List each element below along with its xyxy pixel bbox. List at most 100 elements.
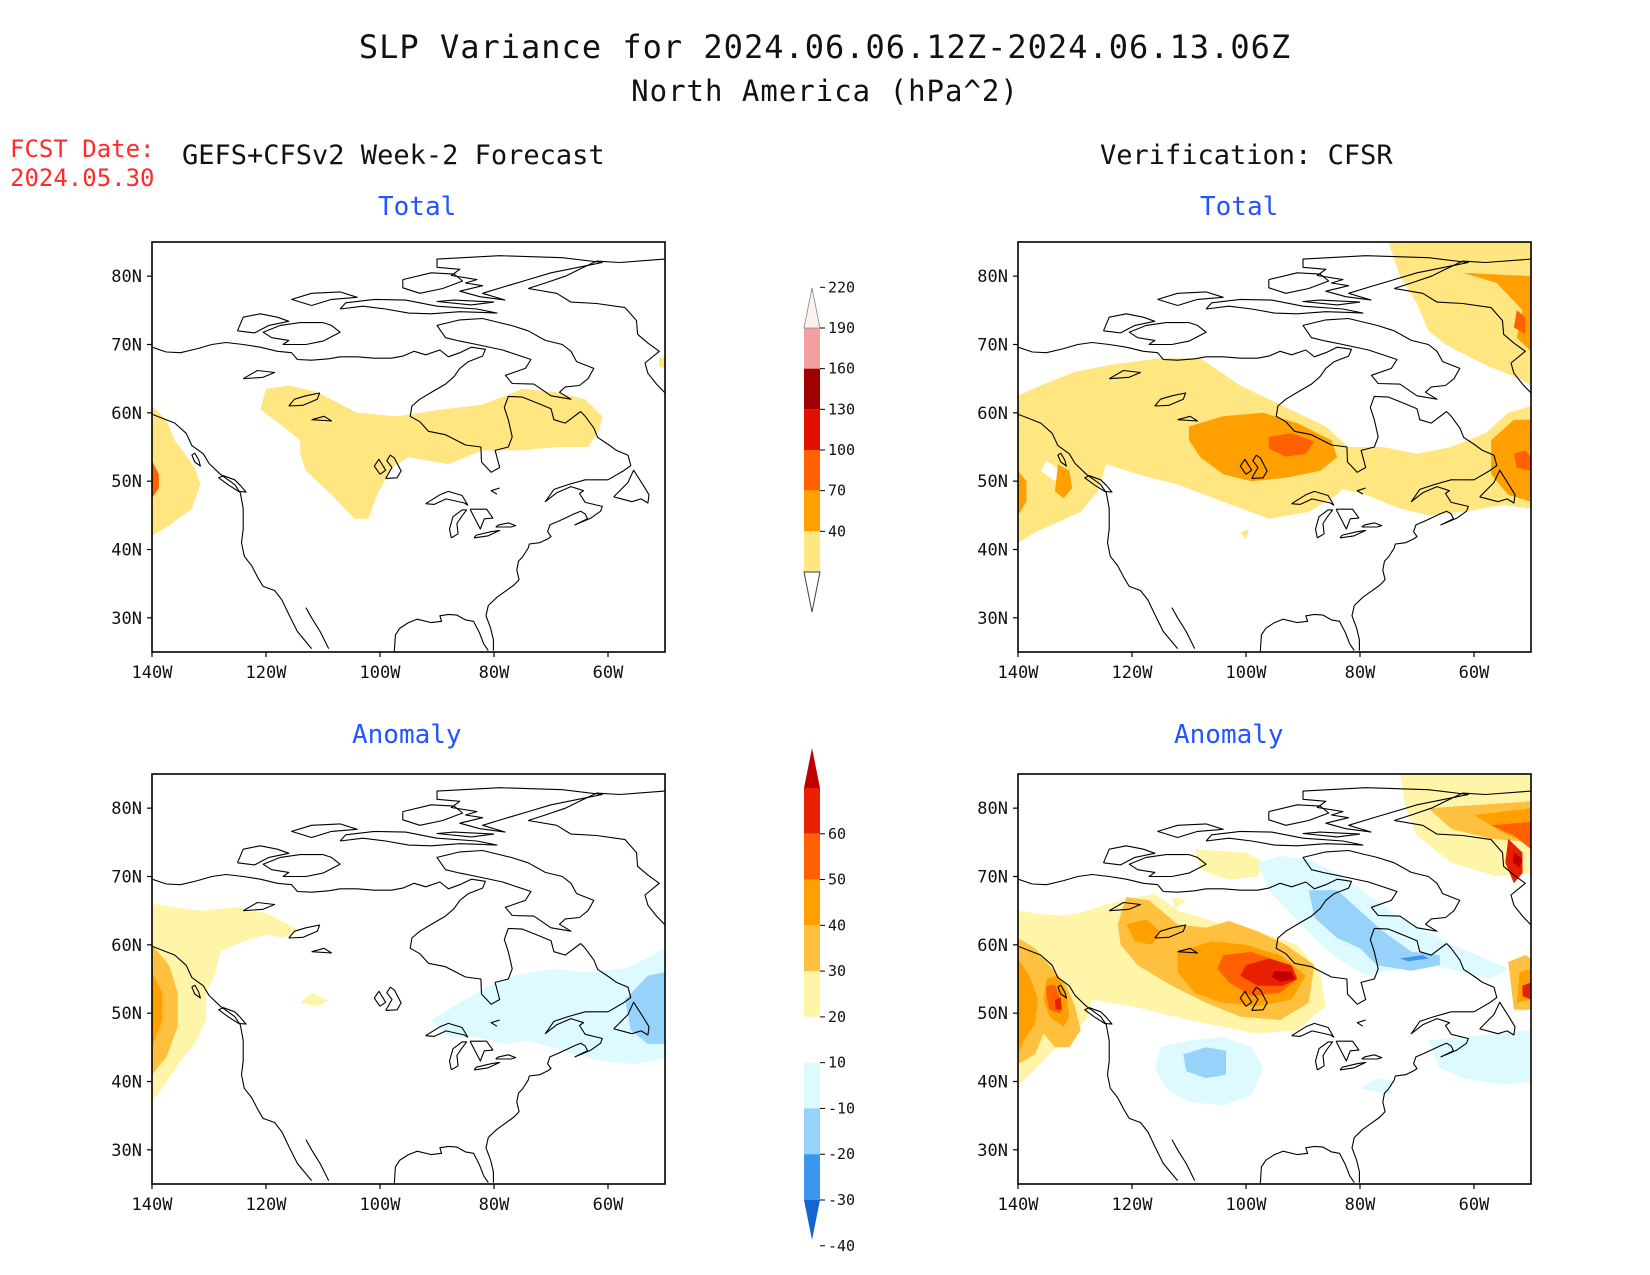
lon-label-verification-total-2: 100W (1226, 663, 1268, 683)
colorbar-anomaly-box-0 (804, 788, 820, 834)
coastline-forecast-anomaly-7 (236, 845, 290, 866)
coastline-verification-anomaly-1 (1171, 1139, 1196, 1181)
lon-label-forecast-anomaly-3: 80W (479, 1195, 510, 1215)
colorbar-total-label-5: 190 (828, 319, 855, 337)
coastline-verification-total-0 (1018, 413, 1179, 649)
map-content-verification-total (1018, 242, 1531, 652)
colorbar-total-label-2: 100 (828, 441, 855, 459)
coastline-verification-total-23 (1251, 454, 1268, 479)
colorbar-total-box-4 (804, 490, 820, 532)
lon-label-forecast-anomaly-1: 120W (246, 1195, 288, 1215)
coastline-verification-total-15 (1057, 452, 1068, 467)
coastline-verification-anomaly-11 (1302, 831, 1361, 838)
coastline-forecast-total-26 (242, 369, 276, 380)
lat-label-forecast-anomaly-3: 50N (111, 1004, 142, 1024)
coastline-verification-anomaly-17 (1356, 1019, 1366, 1027)
coastline-verification-total-19 (1314, 509, 1334, 539)
coastline-forecast-total-22 (495, 522, 517, 528)
coastline-forecast-anomaly-27 (311, 947, 333, 954)
coastline-verification-anomaly-0 (1018, 945, 1179, 1181)
shading-verification-anomaly-25 (1428, 1030, 1531, 1085)
shading-verification-anomaly-8 (1018, 958, 1038, 1055)
lat-label-verification-total-4: 40N (977, 541, 1008, 561)
coastline-verification-total-24 (1239, 458, 1253, 475)
coastline-forecast-anomaly-10 (402, 804, 464, 826)
coastline-forecast-anomaly-21 (473, 1061, 501, 1071)
lat-label-forecast-total-4: 40N (111, 541, 142, 561)
shading-verification-total-9 (1513, 450, 1531, 471)
coastline-forecast-anomaly-1 (305, 1139, 330, 1181)
colorbar-anomaly-box-4 (804, 971, 820, 1017)
coastline-forecast-total-5 (436, 317, 595, 400)
colorbar-total-box-1 (804, 368, 820, 410)
coastline-verification-total-7 (1102, 313, 1156, 334)
coastline-verification-anomaly-16 (1479, 1001, 1516, 1036)
coastline-verification-total-17 (1356, 487, 1366, 495)
coastline-forecast-total-11 (436, 299, 495, 306)
shading-verification-total-7 (1325, 406, 1531, 516)
lon-label-verification-anomaly-0: 140W (998, 1195, 1040, 1215)
colorbar-anomaly-box-1 (804, 833, 820, 880)
shading-forecast-anomaly-1 (300, 992, 329, 1007)
shading-verification-total-12 (1513, 310, 1526, 335)
coastline-verification-anomaly-21 (1339, 1061, 1367, 1071)
forecast-column-heading: GEFS+CFSv2 Week-2 Forecast (182, 140, 605, 171)
shading-verification-total-6 (1240, 529, 1249, 540)
shading-verification-total-5 (1268, 433, 1315, 457)
lat-label-forecast-anomaly-1: 70N (111, 868, 142, 888)
lon-label-verification-anomaly-3: 80W (1345, 1195, 1376, 1215)
coastline-forecast-anomaly-25 (288, 924, 321, 939)
shading-forecast-anomaly-3 (152, 972, 163, 1048)
map-panel-verification-anomaly: 80N 70N 60N 50N 40N 30N 140W 120W 100W 80W 60W (977, 773, 1532, 1215)
lat-label-verification-total-5: 30N (977, 609, 1008, 629)
coastline-verification-anomaly-18 (1291, 1022, 1335, 1038)
coastline-forecast-anomaly-20 (469, 1040, 494, 1062)
lon-label-verification-anomaly-2: 100W (1226, 1195, 1268, 1215)
coastline-forecast-total-2 (393, 613, 489, 652)
lat-label-verification-anomaly-4: 40N (977, 1073, 1008, 1093)
coastline-forecast-anomaly-19 (448, 1041, 468, 1071)
map-panel-verification-total: 80N 70N 60N 50N 40N 30N 140W 120W 100W 80W 60W (977, 241, 1532, 683)
coastline-forecast-total-4 (152, 341, 581, 473)
shading-verification-anomaly-22 (1512, 852, 1523, 868)
shading-verification-total-0 (1018, 358, 1355, 543)
lon-label-verification-anomaly-1: 120W (1112, 1195, 1154, 1215)
panel-title-forecast-total: Total (378, 192, 457, 222)
colorbar-anomaly-arrow-top (804, 748, 820, 788)
coastline-forecast-total-14 (218, 475, 247, 493)
colorbar-anomaly-label-5: 10 (828, 1054, 846, 1072)
coastline-verification-total-8 (1205, 298, 1364, 315)
colorbar-total-box-0 (804, 328, 820, 369)
coastline-verification-anomaly-27 (1177, 947, 1199, 954)
coastline-verification-anomaly-5 (1302, 849, 1461, 932)
lat-label-verification-anomaly-5: 30N (977, 1141, 1008, 1161)
lon-label-forecast-anomaly-2: 100W (360, 1195, 402, 1215)
coastline-verification-total-16 (1479, 469, 1516, 504)
shading-verification-anomaly-21 (1271, 970, 1295, 982)
coastline-verification-total-27 (1177, 415, 1199, 422)
coastline-forecast-total-15 (191, 452, 201, 467)
coastline-verification-anomaly-24 (1239, 990, 1253, 1007)
coastline-forecast-anomaly-8 (339, 830, 498, 847)
shading-verification-total-3 (1055, 464, 1073, 499)
coastline-verification-total-9 (1157, 291, 1224, 307)
coastline-forecast-anomaly-23 (385, 986, 402, 1011)
panel-title-verification-anomaly: Anomaly (1174, 720, 1284, 750)
map-content-forecast-anomaly (152, 787, 665, 1184)
shading-verification-anomaly-29 (1399, 955, 1429, 962)
colorbar-anomaly-label-3: 30 (828, 962, 846, 980)
colorbar-anomaly-label-7: -20 (828, 1145, 855, 1163)
coastline-verification-anomaly-3 (1351, 943, 1498, 1183)
coastline-forecast-anomaly-12 (436, 787, 603, 833)
coastline-forecast-total-25 (288, 392, 321, 407)
lat-label-verification-anomaly-2: 60N (977, 936, 1008, 956)
coastline-verification-total-12 (1302, 255, 1469, 301)
map-panel-forecast-anomaly: 80N 70N 60N 50N 40N 30N 140W 120W 100W 80W 60W (111, 773, 666, 1215)
coastline-verification-anomaly-20 (1335, 1040, 1360, 1062)
coastline-verification-anomaly-26 (1108, 901, 1142, 912)
lon-label-forecast-anomaly-4: 60W (593, 1195, 624, 1215)
map-frame-forecast-anomaly (151, 773, 666, 1185)
map-frame-forecast-total (151, 241, 666, 653)
coastline-forecast-anomaly-0 (152, 945, 313, 1181)
coastline-forecast-total-23 (385, 454, 402, 479)
